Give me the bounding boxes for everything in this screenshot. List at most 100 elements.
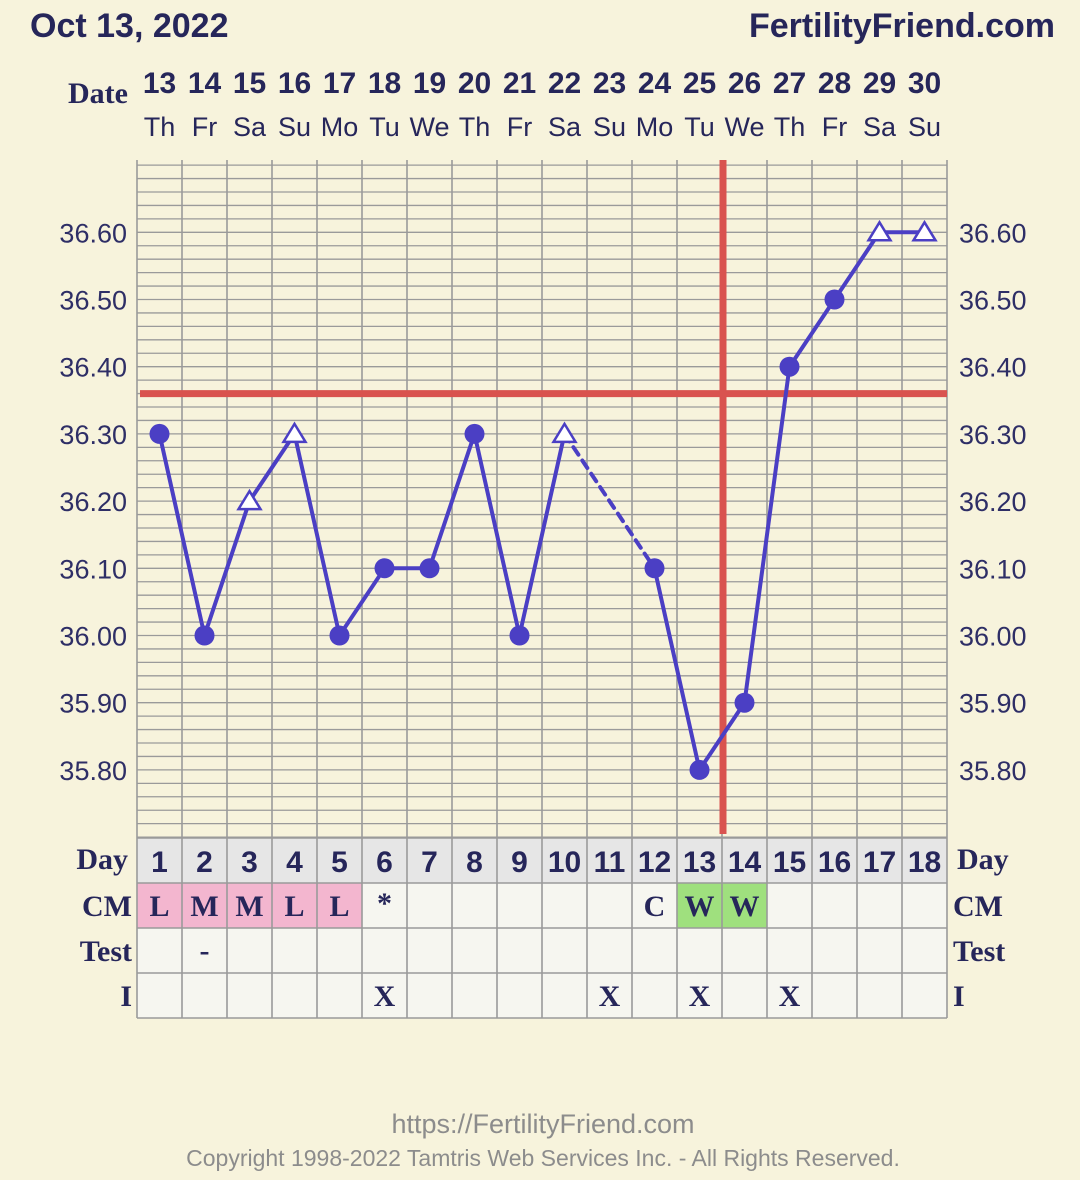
data-point [644, 558, 665, 579]
cycle-day-label: 13 [683, 846, 716, 879]
series-line [247, 431, 297, 504]
date-label: 28 [818, 67, 851, 100]
series-line [202, 499, 252, 638]
series-line [337, 566, 387, 638]
date-label: 15 [233, 67, 266, 100]
cycle-day-label: 7 [421, 846, 438, 879]
date-label: 21 [503, 67, 536, 100]
y-tick-left: 36.10 [59, 554, 127, 584]
date-header: 13 Th 14 Fr 15 Sa 16 Su 17 Mo 18 Tu 19 We 20 Th 21 Fr 22 Sa… [143, 67, 941, 142]
temperature-series [149, 219, 938, 780]
day-row-label-left: Day [76, 843, 128, 876]
series-line [787, 297, 837, 369]
y-tick-right: 35.90 [959, 689, 1027, 719]
cm-cell-fill [182, 883, 227, 928]
data-point [734, 692, 755, 713]
weekday-label: Th [459, 112, 491, 142]
y-tick-right: 36.40 [959, 353, 1027, 383]
cm-value: * [377, 887, 392, 920]
test-row-label-right: Test [953, 935, 1005, 968]
date-label: 26 [728, 67, 761, 100]
intercourse-value: X [689, 980, 711, 1013]
y-tick-right: 35.80 [959, 756, 1027, 786]
data-point [419, 558, 440, 579]
data-point [374, 558, 395, 579]
y-tick-left: 36.60 [59, 218, 127, 248]
data-point [464, 423, 485, 444]
date-label: 22 [548, 67, 581, 100]
cm-cell-fill [137, 883, 182, 928]
date-label: 18 [368, 67, 401, 100]
footer-copyright: Copyright 1998-2022 Tamtris Web Services… [186, 1145, 900, 1171]
date-label: 23 [593, 67, 626, 100]
date-label: 14 [188, 67, 222, 100]
data-point-triangle [551, 421, 578, 444]
cycle-table: 1 2 3 4 5 6 7 8 9 10 11 12 13 14 15 16 17 18L M M L L * C W W-X X X… [136, 837, 948, 1019]
chart-date-title: Oct 13, 2022 [30, 7, 228, 45]
data-point [194, 625, 215, 646]
cycle-day-label: 17 [863, 846, 896, 879]
cycle-day-label: 16 [818, 846, 851, 879]
series-line [697, 700, 747, 772]
date-label: 30 [908, 67, 941, 100]
cycle-day-label: 4 [286, 846, 303, 879]
weekday-label: Fr [822, 112, 847, 142]
y-tick-right: 36.00 [959, 622, 1027, 652]
temperature-grid [136, 160, 948, 838]
cm-value: M [235, 890, 263, 923]
data-point [329, 625, 350, 646]
cm-value: L [284, 890, 304, 923]
i-row-label-left: I [120, 980, 132, 1013]
cm-value: L [329, 890, 349, 923]
y-tick-right: 36.10 [959, 554, 1027, 584]
series-line [292, 431, 342, 638]
y-tick-left: 35.90 [59, 689, 127, 719]
cycle-day-label: 6 [376, 846, 393, 879]
y-tick-left: 36.40 [59, 353, 127, 383]
cycle-day-label: 1 [151, 846, 168, 879]
y-tick-right: 36.20 [959, 487, 1027, 517]
series-line [742, 364, 792, 705]
y-tick-right: 36.60 [959, 218, 1027, 248]
weekday-label: Sa [548, 112, 582, 142]
weekday-label: Tu [684, 112, 715, 142]
weekday-label: Fr [507, 112, 532, 142]
weekday-label: Su [908, 112, 941, 142]
cycle-day-label: 12 [638, 846, 671, 879]
y-tick-left: 36.20 [59, 487, 127, 517]
cm-cell-fill [317, 883, 362, 928]
weekday-label: Th [144, 112, 176, 142]
cm-value: W [685, 890, 715, 923]
cm-cell-fill [722, 883, 767, 928]
day-row-label-right: Day [957, 843, 1009, 876]
weekday-label: Su [278, 112, 311, 142]
series-line [832, 230, 882, 302]
cycle-day-label: 9 [511, 846, 528, 879]
data-point [149, 423, 170, 444]
weekday-label: Sa [233, 112, 267, 142]
series-gap-line [562, 431, 657, 571]
intercourse-value: X [599, 980, 621, 1013]
data-point-triangle [866, 219, 893, 242]
weekday-label: We [409, 112, 449, 142]
test-value: - [200, 934, 210, 967]
cm-value: L [149, 890, 169, 923]
cm-cell-fill [272, 883, 317, 928]
cycle-day-label: 10 [548, 846, 581, 879]
y-tick-left: 36.50 [59, 286, 127, 316]
series-line [472, 431, 522, 638]
cm-row-label-left: CM [82, 890, 132, 923]
weekday-label: Tu [369, 112, 400, 142]
weekday-label: Mo [636, 112, 674, 142]
cm-row-label-right: CM [953, 890, 1003, 923]
cycle-day-label: 3 [241, 846, 258, 879]
cm-cell-fill [227, 883, 272, 928]
cycle-day-label: 18 [908, 846, 941, 879]
weekday-label: Mo [321, 112, 359, 142]
y-tick-left: 36.30 [59, 420, 127, 450]
y-tick-right: 36.50 [959, 286, 1027, 316]
data-point [689, 759, 710, 780]
cycle-day-label: 11 [594, 846, 626, 879]
cm-value: W [730, 890, 760, 923]
